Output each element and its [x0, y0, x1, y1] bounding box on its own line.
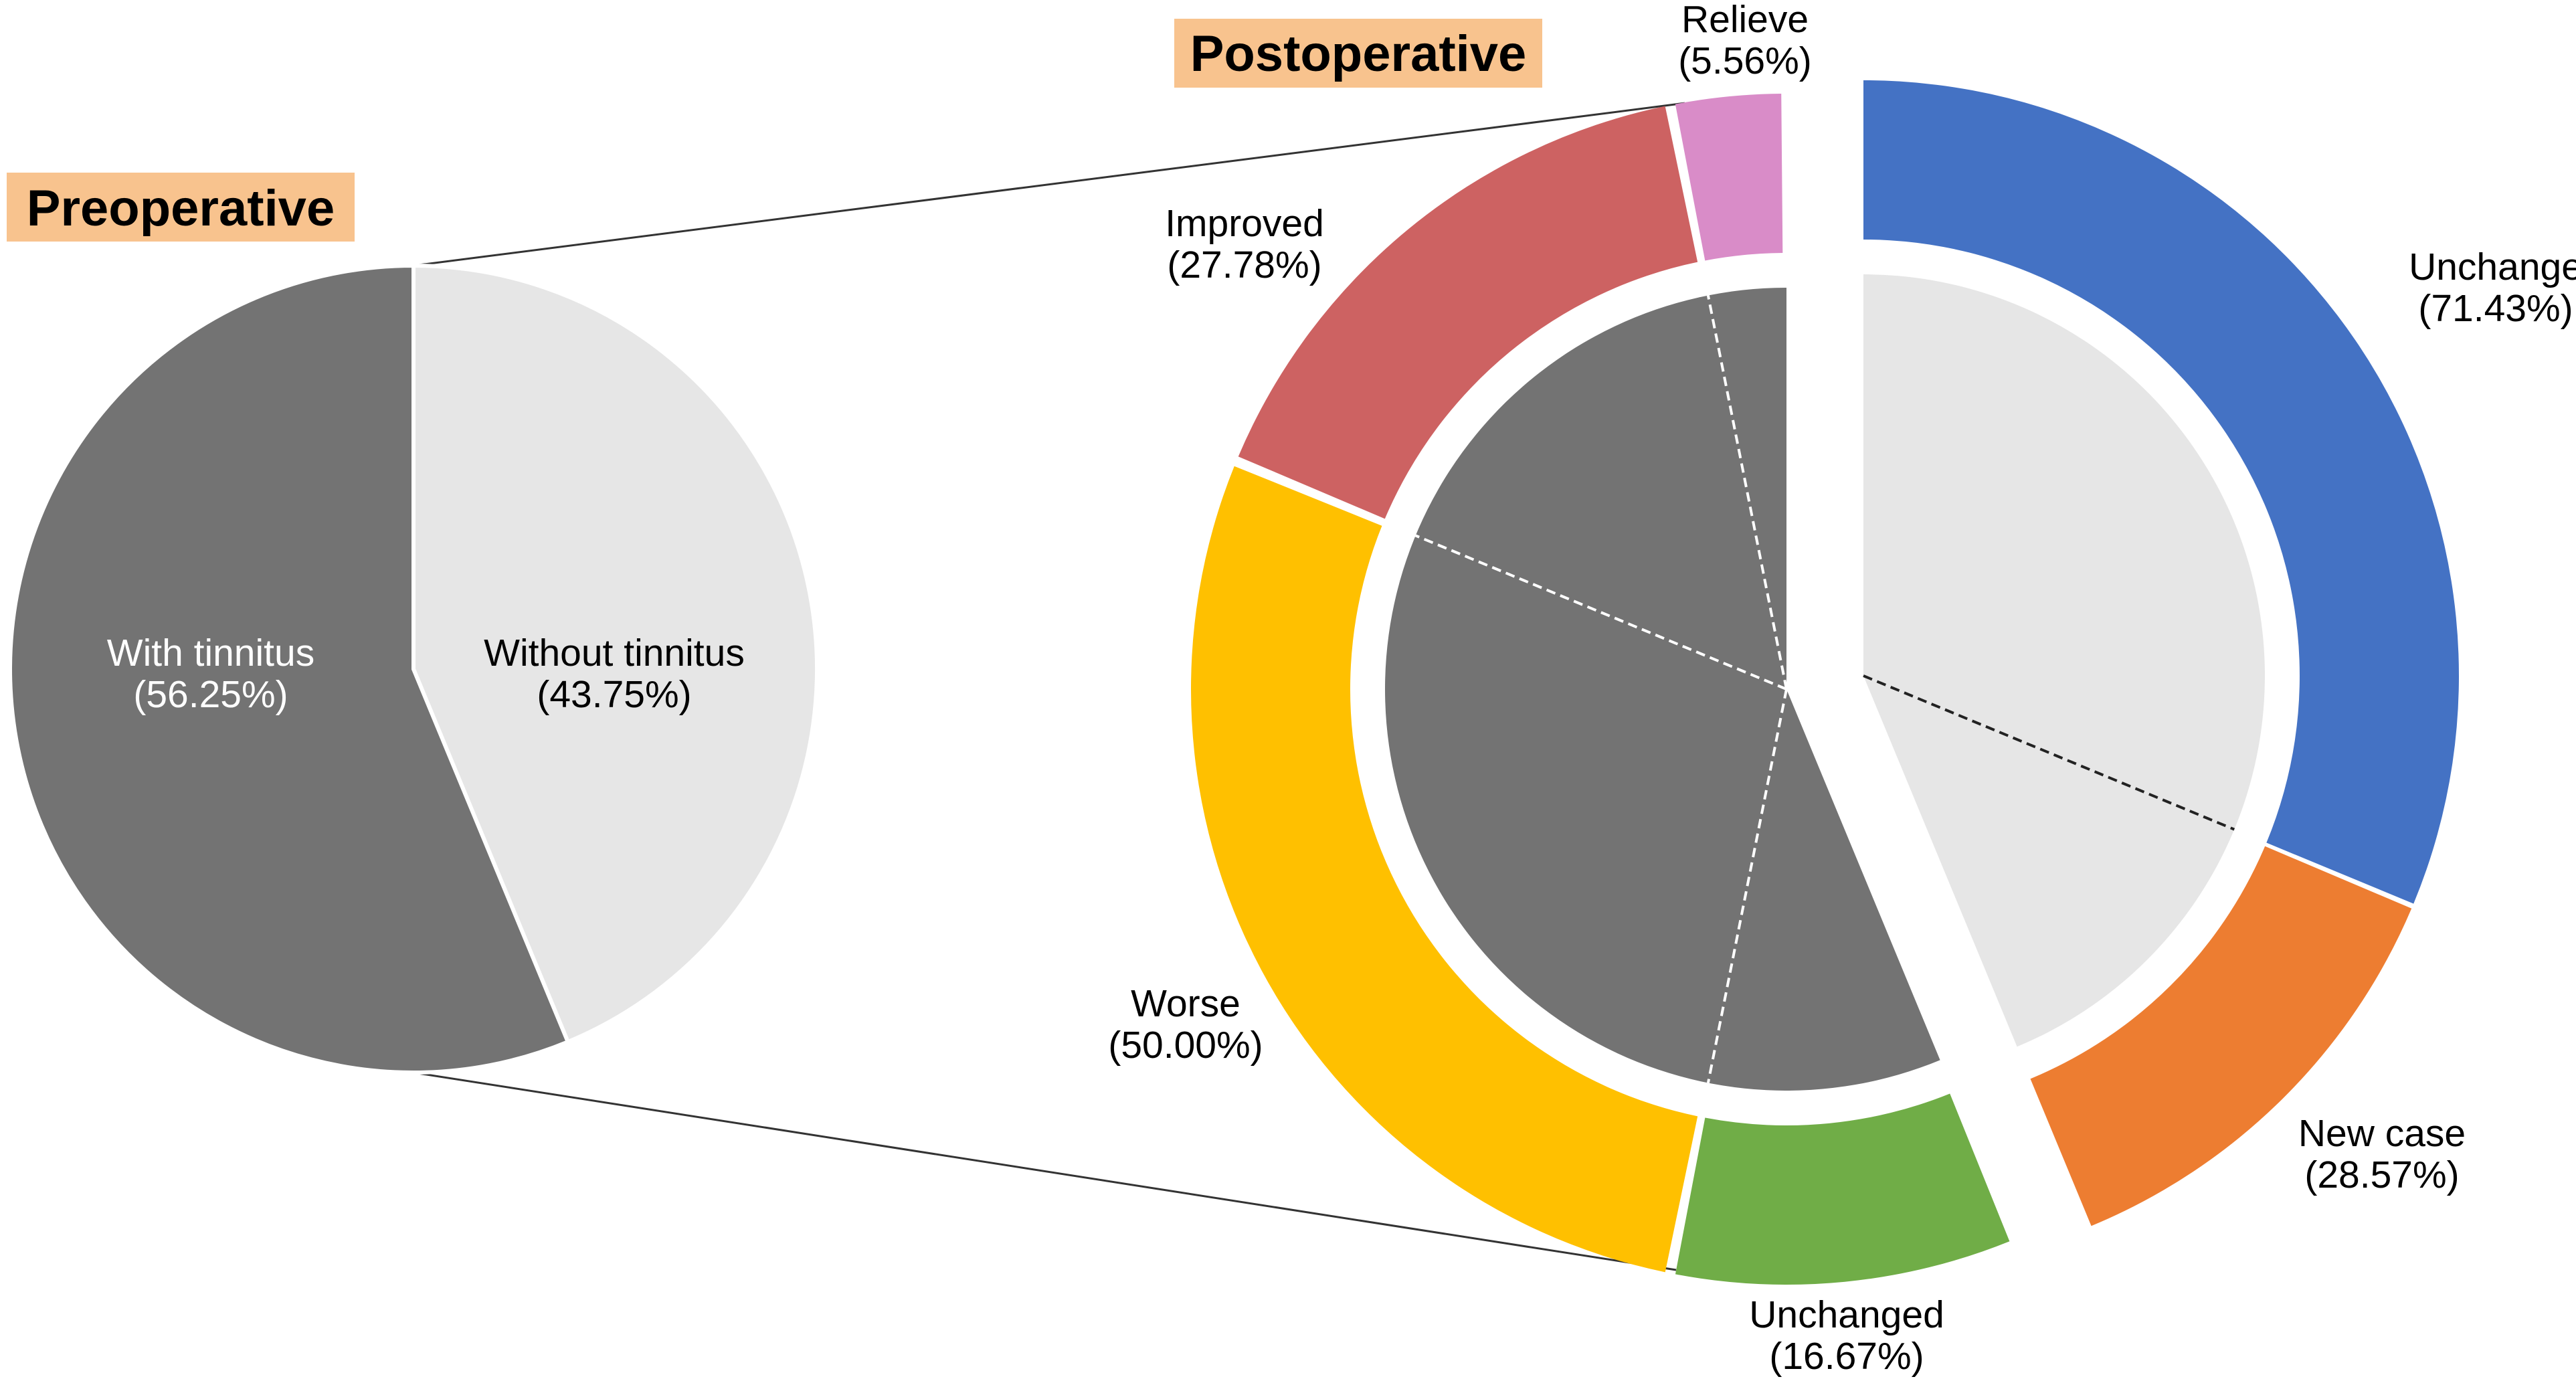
label-without-tinnitus-percent: (43.75%): [537, 673, 691, 716]
divider-after-worse: [1414, 534, 1787, 690]
label-improved: Improved (27.78%): [1165, 202, 1324, 286]
ring-segment-unchanged: [1675, 1093, 2010, 1285]
label-unchange-percent: (71.43%): [2418, 287, 2573, 330]
pie-slice-with-tinnitus: [8, 263, 571, 1075]
divider-after-improved: [1706, 295, 1788, 690]
label-new-case-percent: (28.57%): [2304, 1154, 2459, 1196]
connector-top: [413, 102, 1685, 267]
ring-segment-improved: [1238, 106, 1698, 519]
preoperative-tag-text: Preoperative: [27, 180, 335, 237]
ring-segment-relieve: [1675, 94, 1783, 261]
divider-after-unchange: [1863, 674, 2235, 831]
postoperative-labels: Unchange (71.43%) New case (28.57%) Unchange…: [1108, 0, 2576, 1378]
label-new-case: New case (28.57%): [2298, 1112, 2466, 1196]
label-unchange-name: Unchange: [2409, 246, 2576, 288]
connector-bottom: [413, 1071, 1677, 1271]
ring-segment-worse: [1191, 466, 1698, 1273]
inner-pie-dividers: [1414, 295, 2235, 1083]
inner-slice-without-tinnitus: [1863, 274, 2266, 1047]
label-relieve: Relieve (5.56%): [1678, 0, 1812, 82]
label-with-tinnitus: With tinnitus (56.25%): [107, 632, 314, 716]
ring-segment-new-case: [2030, 846, 2412, 1226]
label-unchanged: Unchanged (16.67%): [1749, 1293, 1944, 1378]
inner-slice-with-tinnitus: [1385, 288, 1940, 1091]
connector-lines: [413, 102, 1685, 1271]
preoperative-labels: With tinnitus (56.25%) Without tinnitus (43…: [107, 632, 745, 716]
postoperative-tag-background: [1174, 19, 1542, 88]
label-unchanged-name: Unchanged: [1749, 1293, 1944, 1336]
preoperative-tag: Preoperative: [7, 173, 355, 242]
label-new-case-name: New case: [2298, 1112, 2466, 1155]
label-unchange: Unchange (71.43%): [2409, 246, 2576, 330]
ring-segment-unchange: [1863, 80, 2460, 904]
postoperative-tag-text: Postoperative: [1190, 25, 1527, 82]
label-worse-percent: (50.00%): [1108, 1024, 1263, 1067]
preoperative-tag-background: [7, 173, 355, 242]
divider-after-unchanged: [1706, 688, 1788, 1083]
pie-slice-without-tinnitus: [411, 263, 819, 1045]
label-worse-name: Worse: [1131, 982, 1240, 1025]
label-unchanged-percent: (16.67%): [1769, 1335, 1924, 1378]
label-improved-name: Improved: [1165, 202, 1324, 245]
label-relieve-name: Relieve: [1681, 0, 1809, 41]
label-without-tinnitus-name: Without tinnitus: [484, 632, 745, 674]
preoperative-pie: [8, 263, 819, 1075]
postoperative-inner-pie: [1385, 274, 2266, 1091]
label-with-tinnitus-name: With tinnitus: [107, 632, 314, 674]
label-improved-percent: (27.78%): [1167, 244, 1321, 286]
postoperative-outer-ring: [1191, 80, 2460, 1285]
label-relieve-percent: (5.56%): [1678, 39, 1812, 82]
postoperative-tag: Postoperative: [1174, 19, 1542, 88]
label-worse: Worse (50.00%): [1108, 982, 1263, 1067]
label-with-tinnitus-percent: (56.25%): [133, 673, 288, 716]
label-without-tinnitus: Without tinnitus (43.75%): [484, 632, 745, 716]
